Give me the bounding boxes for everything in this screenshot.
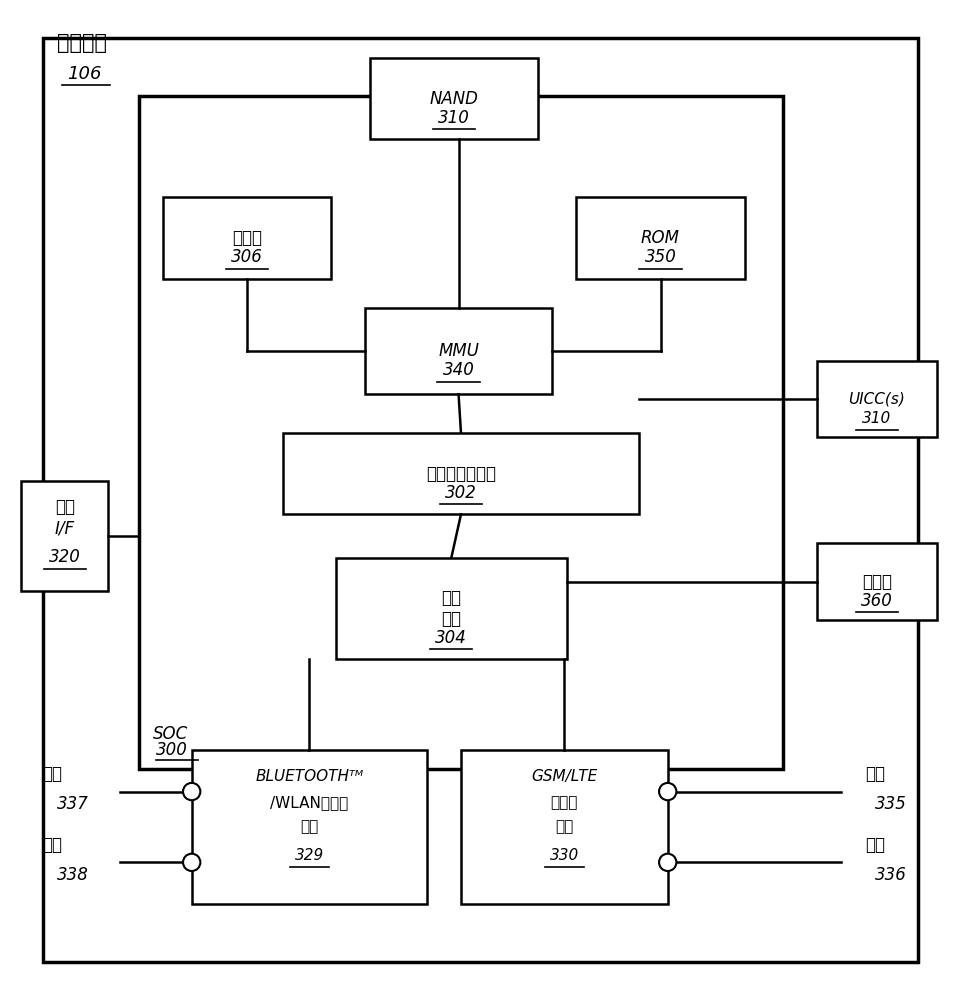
Text: 装置: 装置	[554, 819, 573, 834]
Text: 337: 337	[57, 795, 89, 813]
Circle shape	[658, 783, 675, 800]
Text: 装置: 装置	[300, 819, 318, 834]
Text: 304: 304	[435, 629, 467, 647]
Text: 天线: 天线	[864, 765, 884, 783]
Bar	[816, 361, 936, 437]
Text: 360: 360	[860, 592, 891, 610]
Text: 无线电: 无线电	[550, 795, 578, 810]
Text: 存储器: 存储器	[232, 229, 262, 247]
Text: 340: 340	[442, 361, 474, 379]
Text: （多个）处理器: （多个）处理器	[425, 465, 495, 483]
Text: 306: 306	[231, 248, 263, 266]
Text: NAND: NAND	[429, 90, 478, 108]
Circle shape	[658, 854, 675, 871]
Text: I/F: I/F	[54, 519, 75, 537]
Text: SOC: SOC	[153, 725, 188, 743]
Bar	[816, 543, 936, 620]
Text: 310: 310	[437, 109, 469, 127]
Text: 335: 335	[874, 795, 905, 813]
Text: BLUETOOTHᵀᴹ: BLUETOOTHᵀᴹ	[255, 769, 363, 784]
Text: 338: 338	[57, 866, 89, 884]
Text: 移动设备: 移动设备	[57, 33, 107, 53]
Bar	[163, 197, 330, 279]
Text: 336: 336	[874, 866, 905, 884]
Bar	[192, 750, 427, 904]
Bar	[21, 481, 108, 591]
Bar	[576, 197, 744, 279]
Text: MMU: MMU	[438, 342, 479, 360]
Bar	[139, 96, 782, 769]
Circle shape	[183, 854, 201, 871]
Bar	[335, 558, 566, 659]
Text: 天线: 天线	[43, 765, 63, 783]
Text: 天线: 天线	[864, 836, 884, 854]
Text: 310: 310	[861, 411, 891, 426]
Text: 电路: 电路	[441, 610, 461, 628]
Text: 106: 106	[67, 65, 101, 83]
Text: 320: 320	[48, 548, 80, 566]
Bar	[283, 433, 639, 514]
Text: 对接: 对接	[54, 498, 75, 516]
Text: 显示: 显示	[441, 589, 461, 607]
Bar	[369, 58, 538, 139]
Bar	[460, 750, 667, 904]
Text: 330: 330	[549, 848, 578, 863]
Text: 302: 302	[445, 484, 477, 502]
Text: UICC(s): UICC(s)	[848, 392, 904, 407]
Text: 天线: 天线	[43, 836, 63, 854]
Text: 350: 350	[644, 248, 675, 266]
Text: GSM/LTE: GSM/LTE	[531, 769, 597, 784]
Bar	[364, 308, 551, 394]
Text: 329: 329	[295, 848, 324, 863]
Text: ROM: ROM	[641, 229, 679, 247]
Text: /WLAN无线电: /WLAN无线电	[270, 795, 348, 810]
Circle shape	[183, 783, 201, 800]
Text: 显示器: 显示器	[861, 573, 891, 591]
Text: 300: 300	[156, 741, 188, 759]
